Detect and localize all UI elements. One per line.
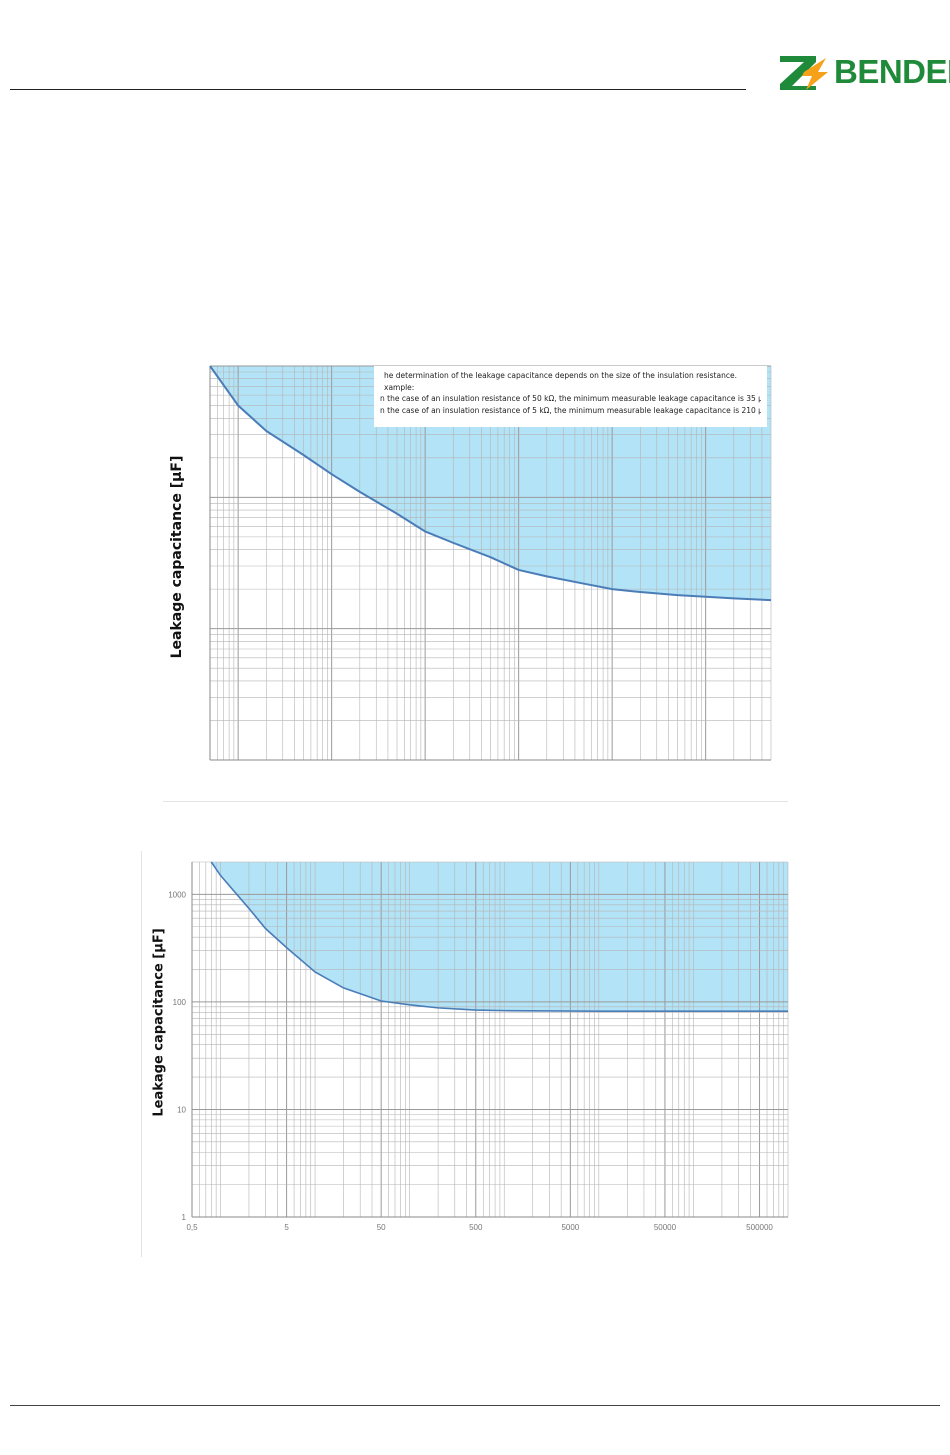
y-tick-label: 100 [173,998,187,1007]
chart-1-note-line: xample: [384,382,415,392]
chart-1-note-line: n the case of an insulation resistance o… [380,394,761,403]
y-tick-label: 1000 [168,890,186,899]
bender-logo-icon [780,56,828,90]
y-tick-label: 1 [182,1213,187,1222]
chart-2-plot: 0,5 5 50 500 5000 50000 500000 1 10 100 1000 [168,861,789,1232]
chart-2-y-axis-label: Leakage capacitance [µF] [151,928,167,1117]
chart-2: 0,5 5 50 500 5000 50000 500000 1 10 100 1000 Leaka… [151,861,789,1232]
x-tick-label: 50000 [654,1223,677,1232]
chart-2-border [141,851,142,1257]
chart-separator [163,801,788,802]
x-tick-label: 500000 [746,1223,773,1232]
x-tick-label: 500 [469,1223,483,1232]
header-rule [10,89,746,90]
capacitance-curve [209,365,772,602]
brand-logo: BENDER [778,52,950,94]
y-tick-label: 10 [177,1105,186,1114]
capacitance-curve [210,861,788,1012]
x-tick-label: 50 [377,1223,386,1232]
x-tick-label: 5 [284,1223,289,1232]
footer-rule [10,1405,940,1406]
chart-1-note-line: n the case of an insulation resistance o… [380,405,761,415]
x-tick-label: 0,5 [186,1223,198,1232]
bender-logo-text: BENDER [834,53,950,90]
chart-1-note-box: he determination of the leakage capacita… [374,366,767,427]
chart-1: Leakage capacitance [µF] he determinatio… [169,365,772,761]
chart-1-note-line: he determination of the leakage capacita… [384,371,737,380]
x-tick-label: 5000 [561,1223,579,1232]
